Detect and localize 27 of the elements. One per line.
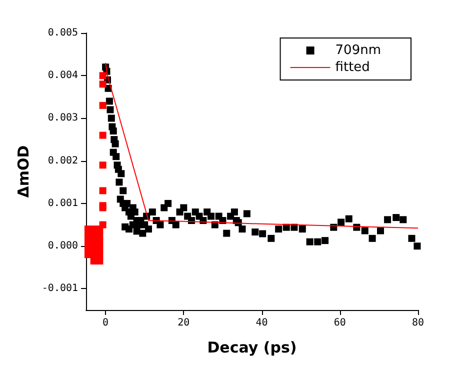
point [96, 232, 104, 239]
point [96, 226, 104, 233]
y-tick-label: -0.001 [42, 283, 78, 294]
y-axis-title: ΔmOD [14, 145, 32, 198]
point [99, 80, 106, 88]
point [99, 187, 106, 194]
point [96, 257, 104, 264]
y-tick-label: 0.004 [48, 70, 78, 82]
y-tick-label: 0.000 [48, 240, 78, 252]
x-tick-label: 40 [256, 318, 268, 328]
y-tick-label: 0.001 [48, 198, 78, 209]
x-tick-label: 20 [178, 318, 190, 328]
y-tick-label: 0.005 [48, 28, 78, 38]
point [99, 72, 106, 80]
point [99, 102, 106, 109]
point [99, 162, 106, 169]
x-tick-label: 80 [412, 318, 424, 328]
y-tick-label: 0.002 [48, 155, 78, 166]
x-tick-label: 60 [334, 318, 346, 328]
point [96, 251, 104, 258]
y-tick-label: 0.003 [48, 112, 78, 124]
legend-label: 709nm [335, 43, 382, 58]
legend-label: fitted [335, 60, 370, 75]
point [99, 132, 106, 139]
point [96, 244, 104, 252]
x-tick-label: 0 [102, 318, 109, 328]
x-axis-title: Decay (ps) [207, 338, 297, 356]
